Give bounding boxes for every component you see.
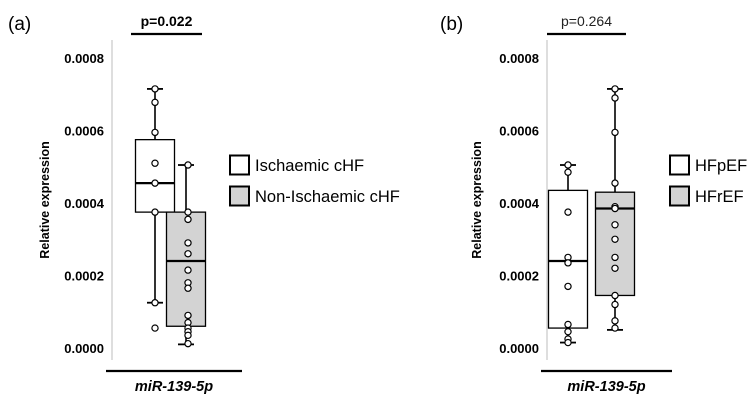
data-point [564, 208, 572, 216]
data-point [151, 324, 159, 332]
data-point [564, 282, 572, 291]
legend-label: HFrEF [695, 188, 744, 206]
data-point [564, 161, 572, 169]
data-point [564, 327, 572, 336]
data-point [611, 317, 619, 325]
data-point [151, 159, 159, 167]
data-point [611, 253, 619, 262]
y-tick-label: 0.0002 [499, 269, 539, 284]
data-point [151, 98, 159, 107]
data-point [611, 300, 619, 309]
data-point [184, 284, 192, 292]
p-value-label: p=0.264 [561, 13, 612, 29]
legend-label: Ischaemic cHF [255, 157, 364, 175]
panel-label: (a) [8, 14, 31, 35]
y-tick-label: 0.0006 [499, 124, 539, 139]
data-point [564, 259, 572, 267]
legend-swatch [669, 154, 690, 176]
data-point [184, 215, 192, 224]
box-iqr [134, 138, 176, 213]
data-point [184, 208, 192, 216]
chart-panel-a: (a) 0.0000 0.0002 0.0004 0.0006 0.0008 Relativ… [8, 13, 400, 395]
data-point [611, 291, 619, 300]
data-point [611, 324, 619, 332]
data-point [151, 208, 159, 216]
data-point [611, 128, 619, 137]
data-point [611, 264, 619, 272]
y-axis-label: Relative expression [38, 141, 52, 258]
panel-label: (b) [440, 14, 463, 35]
data-point [611, 204, 619, 213]
data-point [564, 338, 572, 347]
legend-entry-0: Ischaemic cHF [229, 154, 364, 176]
y-axis-label: Relative expression [470, 141, 484, 258]
data-point [564, 320, 572, 329]
y-tick-label: 0.0008 [64, 51, 104, 66]
data-point [611, 221, 619, 229]
y-tick-label: 0.0002 [64, 269, 104, 284]
y-tick-label: 0.0006 [64, 124, 104, 139]
y-tick-label: 0.0000 [64, 341, 104, 356]
legend-label: Non-Ischaemic cHF [255, 188, 400, 206]
legend-entry-0: HFpEF [669, 154, 747, 176]
legend-swatch [229, 154, 250, 176]
data-point [184, 161, 192, 169]
y-tick-label: 0.0004 [64, 196, 105, 211]
data-point [184, 239, 192, 247]
y-tick-label: 0.0008 [499, 51, 539, 66]
box-series-1 [594, 85, 636, 332]
legend-entry-1: HFrEF [669, 185, 744, 207]
data-point [611, 85, 619, 93]
data-point [184, 339, 192, 348]
data-point [611, 179, 619, 187]
legend-swatch [669, 185, 690, 207]
x-category-label: miR-139-5p [135, 379, 213, 395]
data-point [151, 85, 159, 93]
data-point [184, 311, 192, 320]
legend-swatch [229, 185, 250, 207]
data-point [184, 331, 192, 340]
p-value-label: p=0.022 [141, 13, 193, 29]
data-point [151, 128, 159, 137]
data-point [564, 168, 572, 176]
chart-panel-b: (b) 0.0000 0.0002 0.0004 0.0006 0.0008 Relativ… [440, 13, 747, 395]
data-point [184, 250, 192, 258]
x-category-label: miR-139-5p [567, 379, 645, 395]
box-series-0 [547, 161, 589, 347]
data-point [184, 266, 192, 274]
data-point [151, 299, 159, 307]
data-point [611, 94, 619, 102]
legend-label: HFpEF [695, 157, 747, 175]
data-point [151, 179, 159, 187]
data-point [611, 235, 619, 243]
legend-entry-1: Non-Ischaemic cHF [229, 185, 400, 207]
box-series-1 [165, 161, 207, 348]
y-tick-label: 0.0000 [499, 341, 539, 356]
box-series-0 [134, 85, 176, 332]
y-tick-label: 0.0004 [499, 196, 540, 211]
